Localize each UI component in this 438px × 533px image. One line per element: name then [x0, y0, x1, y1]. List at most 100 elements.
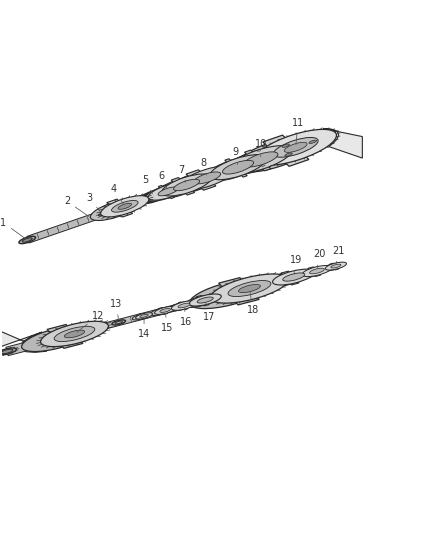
Ellipse shape — [158, 187, 178, 196]
Ellipse shape — [283, 273, 305, 281]
Ellipse shape — [136, 313, 152, 319]
Text: 14: 14 — [138, 319, 150, 339]
Ellipse shape — [145, 184, 185, 201]
Text: 16: 16 — [180, 308, 192, 327]
Polygon shape — [308, 267, 321, 277]
Text: 21: 21 — [332, 246, 344, 263]
Ellipse shape — [90, 199, 139, 221]
Polygon shape — [186, 170, 216, 190]
Ellipse shape — [272, 269, 315, 285]
Ellipse shape — [273, 138, 318, 157]
Polygon shape — [281, 271, 299, 285]
Ellipse shape — [96, 212, 108, 217]
Ellipse shape — [325, 262, 346, 270]
Polygon shape — [244, 150, 271, 171]
Polygon shape — [27, 164, 239, 243]
Polygon shape — [196, 295, 209, 306]
Ellipse shape — [178, 303, 190, 308]
Ellipse shape — [265, 271, 307, 287]
Ellipse shape — [112, 320, 126, 325]
Ellipse shape — [184, 295, 216, 308]
Polygon shape — [178, 302, 187, 310]
Ellipse shape — [230, 146, 292, 173]
Polygon shape — [171, 177, 194, 195]
Text: 12: 12 — [77, 311, 105, 332]
Text: 3: 3 — [86, 192, 100, 212]
Ellipse shape — [228, 280, 271, 296]
Ellipse shape — [322, 263, 343, 271]
Ellipse shape — [41, 321, 108, 346]
Text: 8: 8 — [201, 158, 207, 175]
Text: 5: 5 — [143, 175, 152, 194]
Text: 4: 4 — [111, 184, 124, 204]
Polygon shape — [98, 289, 236, 330]
Text: 10: 10 — [254, 139, 267, 157]
Ellipse shape — [115, 321, 123, 324]
Ellipse shape — [205, 156, 262, 181]
Ellipse shape — [99, 213, 106, 216]
Text: 6: 6 — [159, 171, 167, 189]
Text: 2: 2 — [64, 196, 89, 216]
Polygon shape — [107, 199, 133, 217]
Ellipse shape — [255, 130, 336, 165]
Ellipse shape — [239, 285, 260, 293]
Text: 7: 7 — [178, 165, 186, 182]
Ellipse shape — [189, 294, 221, 306]
Ellipse shape — [235, 136, 317, 172]
Ellipse shape — [0, 348, 16, 355]
Ellipse shape — [331, 264, 341, 268]
Ellipse shape — [173, 179, 200, 191]
Ellipse shape — [189, 279, 267, 309]
Polygon shape — [0, 329, 47, 352]
Polygon shape — [219, 278, 259, 305]
Text: 13: 13 — [110, 299, 123, 320]
Ellipse shape — [171, 301, 197, 310]
Ellipse shape — [101, 196, 149, 217]
Ellipse shape — [64, 330, 85, 338]
Ellipse shape — [285, 153, 292, 156]
Polygon shape — [158, 185, 174, 198]
Ellipse shape — [1, 349, 13, 354]
Text: 11: 11 — [292, 118, 304, 144]
Ellipse shape — [180, 166, 234, 190]
Ellipse shape — [148, 183, 188, 200]
Polygon shape — [263, 135, 309, 166]
Text: 1: 1 — [0, 217, 25, 238]
Polygon shape — [330, 263, 339, 270]
Ellipse shape — [112, 200, 138, 212]
Ellipse shape — [223, 148, 286, 175]
Ellipse shape — [310, 268, 325, 274]
Ellipse shape — [282, 144, 290, 147]
Ellipse shape — [309, 140, 317, 143]
Text: 18: 18 — [247, 291, 259, 316]
Ellipse shape — [155, 306, 176, 314]
Ellipse shape — [140, 314, 148, 318]
Ellipse shape — [223, 160, 254, 174]
Ellipse shape — [302, 265, 332, 277]
Ellipse shape — [168, 170, 222, 194]
Ellipse shape — [297, 267, 327, 278]
Ellipse shape — [284, 142, 307, 152]
Text: 19: 19 — [290, 255, 302, 274]
Ellipse shape — [150, 308, 172, 316]
Polygon shape — [323, 128, 362, 158]
Ellipse shape — [169, 301, 194, 311]
Ellipse shape — [197, 297, 213, 303]
Ellipse shape — [160, 309, 170, 312]
Ellipse shape — [19, 236, 35, 244]
Text: 9: 9 — [233, 147, 239, 165]
Polygon shape — [225, 159, 247, 177]
Ellipse shape — [118, 203, 131, 209]
Text: 15: 15 — [161, 313, 173, 333]
Ellipse shape — [21, 326, 89, 352]
Text: 20: 20 — [313, 249, 325, 268]
Polygon shape — [47, 325, 83, 349]
Ellipse shape — [211, 274, 289, 303]
Polygon shape — [158, 308, 168, 314]
Ellipse shape — [162, 174, 212, 196]
Ellipse shape — [210, 155, 266, 180]
Ellipse shape — [154, 176, 204, 198]
Ellipse shape — [194, 172, 221, 184]
Ellipse shape — [22, 238, 32, 242]
Text: 17: 17 — [202, 303, 215, 321]
